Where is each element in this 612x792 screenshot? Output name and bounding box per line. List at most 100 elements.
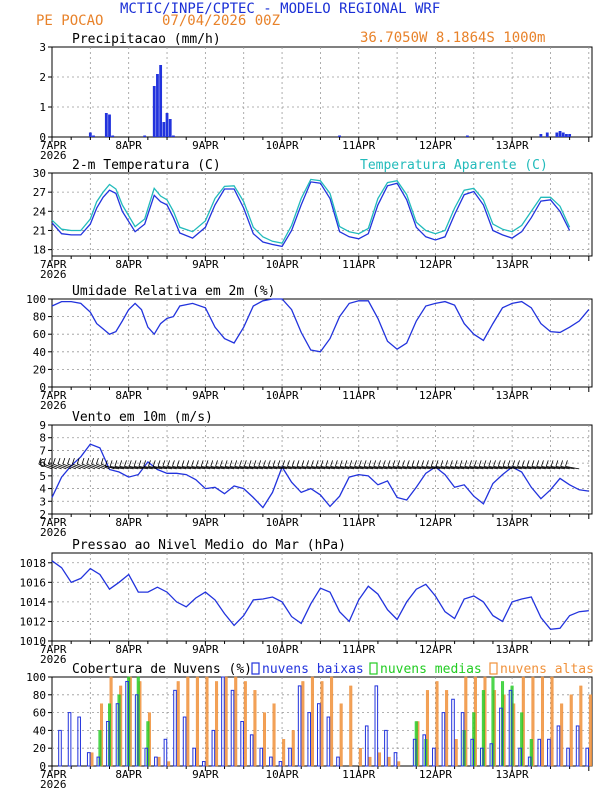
x-tick-label: 12APR (419, 139, 452, 152)
wind-barb (464, 460, 468, 467)
wind-barb (243, 460, 247, 467)
wind-barb (200, 460, 204, 467)
wind-barb (320, 466, 335, 470)
cloud-bar-2 (186, 676, 190, 767)
cloud-bar-0 (154, 756, 158, 767)
x-tick-label: 7APR (40, 258, 67, 271)
wind-barb (416, 466, 431, 470)
legend-entry: nuvens altas (500, 662, 594, 677)
wind-barb (124, 466, 139, 470)
legend-swatch (251, 662, 260, 675)
wind-barb (167, 460, 171, 467)
cloud-bar-0 (566, 747, 570, 767)
wind-barb (267, 460, 271, 467)
wind-barb (483, 460, 487, 467)
wind-barb (114, 460, 118, 467)
x-tick-label: 8APR (115, 258, 142, 271)
location-label: PE POCAO (36, 13, 103, 29)
y-tick-label: 60 (33, 707, 46, 720)
wind-barb (550, 466, 565, 470)
wind-barb (335, 466, 350, 470)
wind-barb (134, 466, 148, 470)
cloud-bar-0 (451, 698, 455, 767)
cloud-bar-0 (547, 738, 551, 767)
wind-barb (536, 466, 551, 470)
legend-swatch (369, 662, 378, 675)
y-tick-label: 30 (33, 167, 46, 180)
wind-barb (215, 460, 218, 467)
wind-barb (368, 466, 383, 470)
wind-barb (272, 460, 276, 467)
cloud-bar-0 (489, 743, 494, 767)
wind-barb (287, 466, 302, 470)
cloud-bar-2 (234, 676, 238, 767)
panel-title: 2-m Temperatura (C) (72, 158, 221, 173)
wind-barb (493, 466, 508, 470)
y-tick-label: 0 (39, 760, 46, 773)
cloud-bar-0 (125, 680, 129, 767)
y-tick-label: 6 (39, 457, 46, 470)
cloud-bar-0 (115, 703, 120, 767)
wind-barb (48, 457, 51, 465)
wind-barb (536, 460, 540, 467)
cloud-bar-2 (397, 761, 401, 767)
x-tick-label: 11APR (342, 643, 375, 656)
wind-barb (426, 460, 429, 467)
cloud-bar-2 (310, 676, 314, 767)
cloud-bar-2 (339, 703, 343, 767)
cloud-bar-2 (157, 756, 161, 767)
cloud-bar-0 (432, 747, 436, 767)
series-line (51, 178, 571, 244)
cloud-bar-0 (211, 729, 216, 767)
cloud-bar-2 (531, 676, 535, 767)
series-line (51, 181, 571, 248)
wind-barb (402, 466, 417, 470)
y-tick-label: 1014 (20, 596, 47, 609)
wind-barb (493, 460, 496, 467)
cloud-bar-2 (445, 690, 449, 767)
wind-barb (498, 466, 513, 470)
precip-bar (165, 113, 169, 137)
y-tick-label: 2 (39, 508, 46, 521)
wind-barb (52, 457, 56, 465)
precip-bar (168, 119, 172, 137)
x-tick-label: 9APR (192, 768, 219, 781)
wind-barb (306, 466, 321, 470)
wind-barb (546, 466, 561, 470)
cloud-bar-0 (374, 685, 379, 767)
cloud-bar-0 (297, 685, 302, 767)
x-tick-label: 9APR (192, 389, 219, 402)
cloud-bar-0 (134, 694, 139, 767)
y-tick-label: 20 (33, 363, 46, 376)
x-tick-label: 13APR (496, 258, 529, 271)
wind-barb (512, 460, 516, 467)
cloud-bar-0 (269, 756, 273, 767)
wind-barb (383, 466, 398, 470)
x-tick-label: 10APR (265, 389, 298, 402)
wind-barb (263, 466, 278, 470)
x-tick-label: 11APR (342, 516, 375, 529)
cloud-bar-2 (579, 685, 583, 767)
panel-title: Umidade Relativa em 2m (%) (72, 284, 276, 299)
wind-barb (172, 466, 187, 470)
wind-barb (268, 466, 283, 470)
legend-entry: nuvens baixas (262, 662, 364, 677)
cloud-bar-2 (90, 752, 94, 767)
wind-barb (201, 466, 216, 470)
wind-barb (522, 466, 537, 470)
cloud-bar-0 (508, 689, 513, 767)
x-tick-label: 11APR (342, 389, 375, 402)
wind-barb (325, 466, 340, 470)
wind-barb (81, 457, 85, 465)
x-tick-label: 11APR (342, 768, 375, 781)
precip-bar (545, 132, 549, 137)
wind-barb (186, 466, 201, 470)
x-tick-label: 9APR (192, 139, 219, 152)
wind-barb (143, 466, 158, 470)
wind-barb (301, 466, 316, 470)
wind-barb (521, 460, 525, 467)
x-tick-label: 10APR (265, 139, 298, 152)
precip-bar (111, 135, 115, 137)
wind-barb (320, 460, 324, 467)
wind-barb (57, 463, 72, 470)
